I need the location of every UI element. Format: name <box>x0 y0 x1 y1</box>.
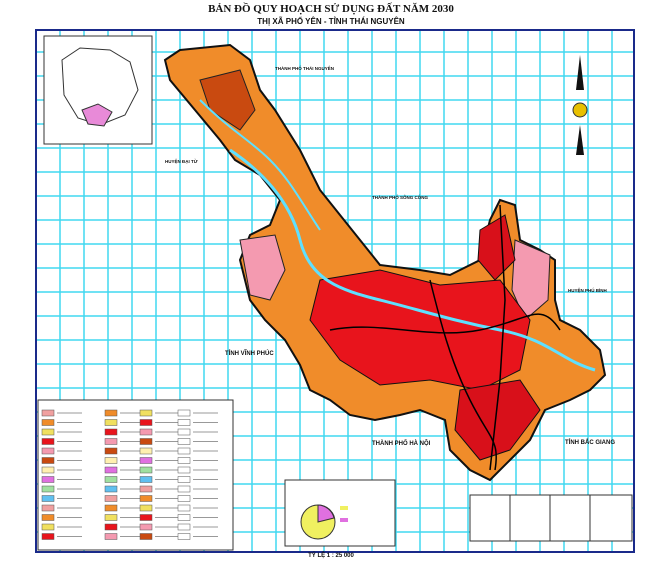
legend-swatch <box>177 438 191 445</box>
arrow <box>576 125 584 155</box>
legend-swatch <box>41 466 55 474</box>
district-area <box>163 43 607 482</box>
legend-swatch <box>41 409 55 417</box>
legend-swatch <box>139 409 153 417</box>
legend-swatch <box>104 523 118 531</box>
legend-swatch <box>177 428 191 436</box>
legend-swatch <box>139 533 153 540</box>
place-label: TỈNH BẮC GIANG <box>565 438 615 446</box>
pie-key <box>340 506 348 510</box>
legend-swatch <box>139 523 153 531</box>
legend-swatch <box>177 533 191 540</box>
legend-swatch <box>104 533 118 540</box>
legend-swatch <box>177 476 191 483</box>
legend-swatch <box>177 419 191 426</box>
legend-swatch <box>177 495 191 502</box>
place-label: THÀNH PHỐ HÀ NỘI <box>372 439 431 447</box>
legend-swatch <box>41 457 55 464</box>
legend-swatch <box>41 504 55 512</box>
legend-swatch <box>41 514 55 521</box>
title: BẢN ĐỒ QUY HOẠCH SỬ DỤNG ĐẤT NĂM 2030 <box>208 2 454 15</box>
scale: TỶ LỆ 1 : 25 000 <box>308 551 354 559</box>
legend-swatch <box>177 523 191 531</box>
place-label: TỈNH VĨNH PHÚC <box>225 350 274 357</box>
legend-swatch <box>177 457 191 464</box>
legend-swatch <box>41 495 55 502</box>
legend-swatch <box>177 466 191 474</box>
legend-swatch <box>41 523 55 531</box>
legend-swatch <box>104 504 118 512</box>
pie-slice <box>317 504 335 523</box>
place-label: THÀNH PHỐ SÔNG CÔNG <box>372 193 429 200</box>
legend-swatch <box>177 514 191 521</box>
place-label: HUYỆN PHÚ BÌNH <box>568 286 607 293</box>
inset-province <box>61 47 139 126</box>
pie-box <box>284 479 396 547</box>
legend-swatch <box>104 495 118 502</box>
legend-swatch <box>104 428 118 436</box>
legend-swatch <box>104 457 118 464</box>
legend-swatch <box>139 485 153 493</box>
legend-swatch <box>139 438 153 445</box>
river <box>229 148 596 372</box>
legend-swatch <box>139 428 153 436</box>
legend-swatch <box>41 533 55 540</box>
legend <box>37 399 234 551</box>
pie-frame <box>284 479 396 547</box>
land-zone <box>199 69 256 131</box>
legend-swatch <box>177 504 191 512</box>
legend-swatch <box>41 447 55 455</box>
legend-swatch <box>41 419 55 426</box>
legend-swatch <box>139 419 153 426</box>
legend-swatch <box>104 409 118 417</box>
signature-boxes <box>469 494 633 542</box>
legend-frame <box>37 399 234 551</box>
legend-swatch <box>139 514 153 521</box>
inset-map <box>43 35 153 145</box>
legend-swatch <box>104 466 118 474</box>
legend-swatch <box>104 485 118 493</box>
place-label: THÀNH PHỐ THÁI NGUYÊN <box>275 64 334 71</box>
road <box>429 279 497 471</box>
legend-swatch <box>104 447 118 455</box>
land-zone <box>511 239 551 321</box>
legend-swatch <box>139 447 153 455</box>
legend-swatch <box>104 476 118 483</box>
legend-swatch <box>139 476 153 483</box>
compass <box>572 102 588 118</box>
land-zone <box>454 379 541 461</box>
inset-highlight <box>81 103 113 127</box>
arrow <box>576 55 584 90</box>
land-zone <box>239 234 286 301</box>
legend-swatch <box>139 466 153 474</box>
legend-swatch <box>41 476 55 483</box>
road <box>489 204 506 471</box>
legend-swatch <box>41 428 55 436</box>
legend-swatch <box>139 495 153 502</box>
pie-key <box>340 518 348 522</box>
legend-swatch <box>139 457 153 464</box>
legend-swatch <box>41 485 55 493</box>
legend-swatch <box>177 409 191 417</box>
legend-swatch <box>41 438 55 445</box>
legend-swatch <box>177 447 191 455</box>
road <box>329 313 561 334</box>
river <box>199 99 321 231</box>
legend-swatch <box>104 419 118 426</box>
north-arrow <box>572 55 588 155</box>
subtitle: THỊ XÃ PHỔ YÊN - TỈNH THÁI NGUYÊN <box>257 17 405 26</box>
place-label: HUYỆN ĐẠI TỪ <box>165 157 198 164</box>
legend-swatch <box>139 504 153 512</box>
legend-swatch <box>104 438 118 445</box>
signature-frame <box>469 494 633 542</box>
legend-swatch <box>104 514 118 521</box>
legend-swatch <box>177 485 191 493</box>
